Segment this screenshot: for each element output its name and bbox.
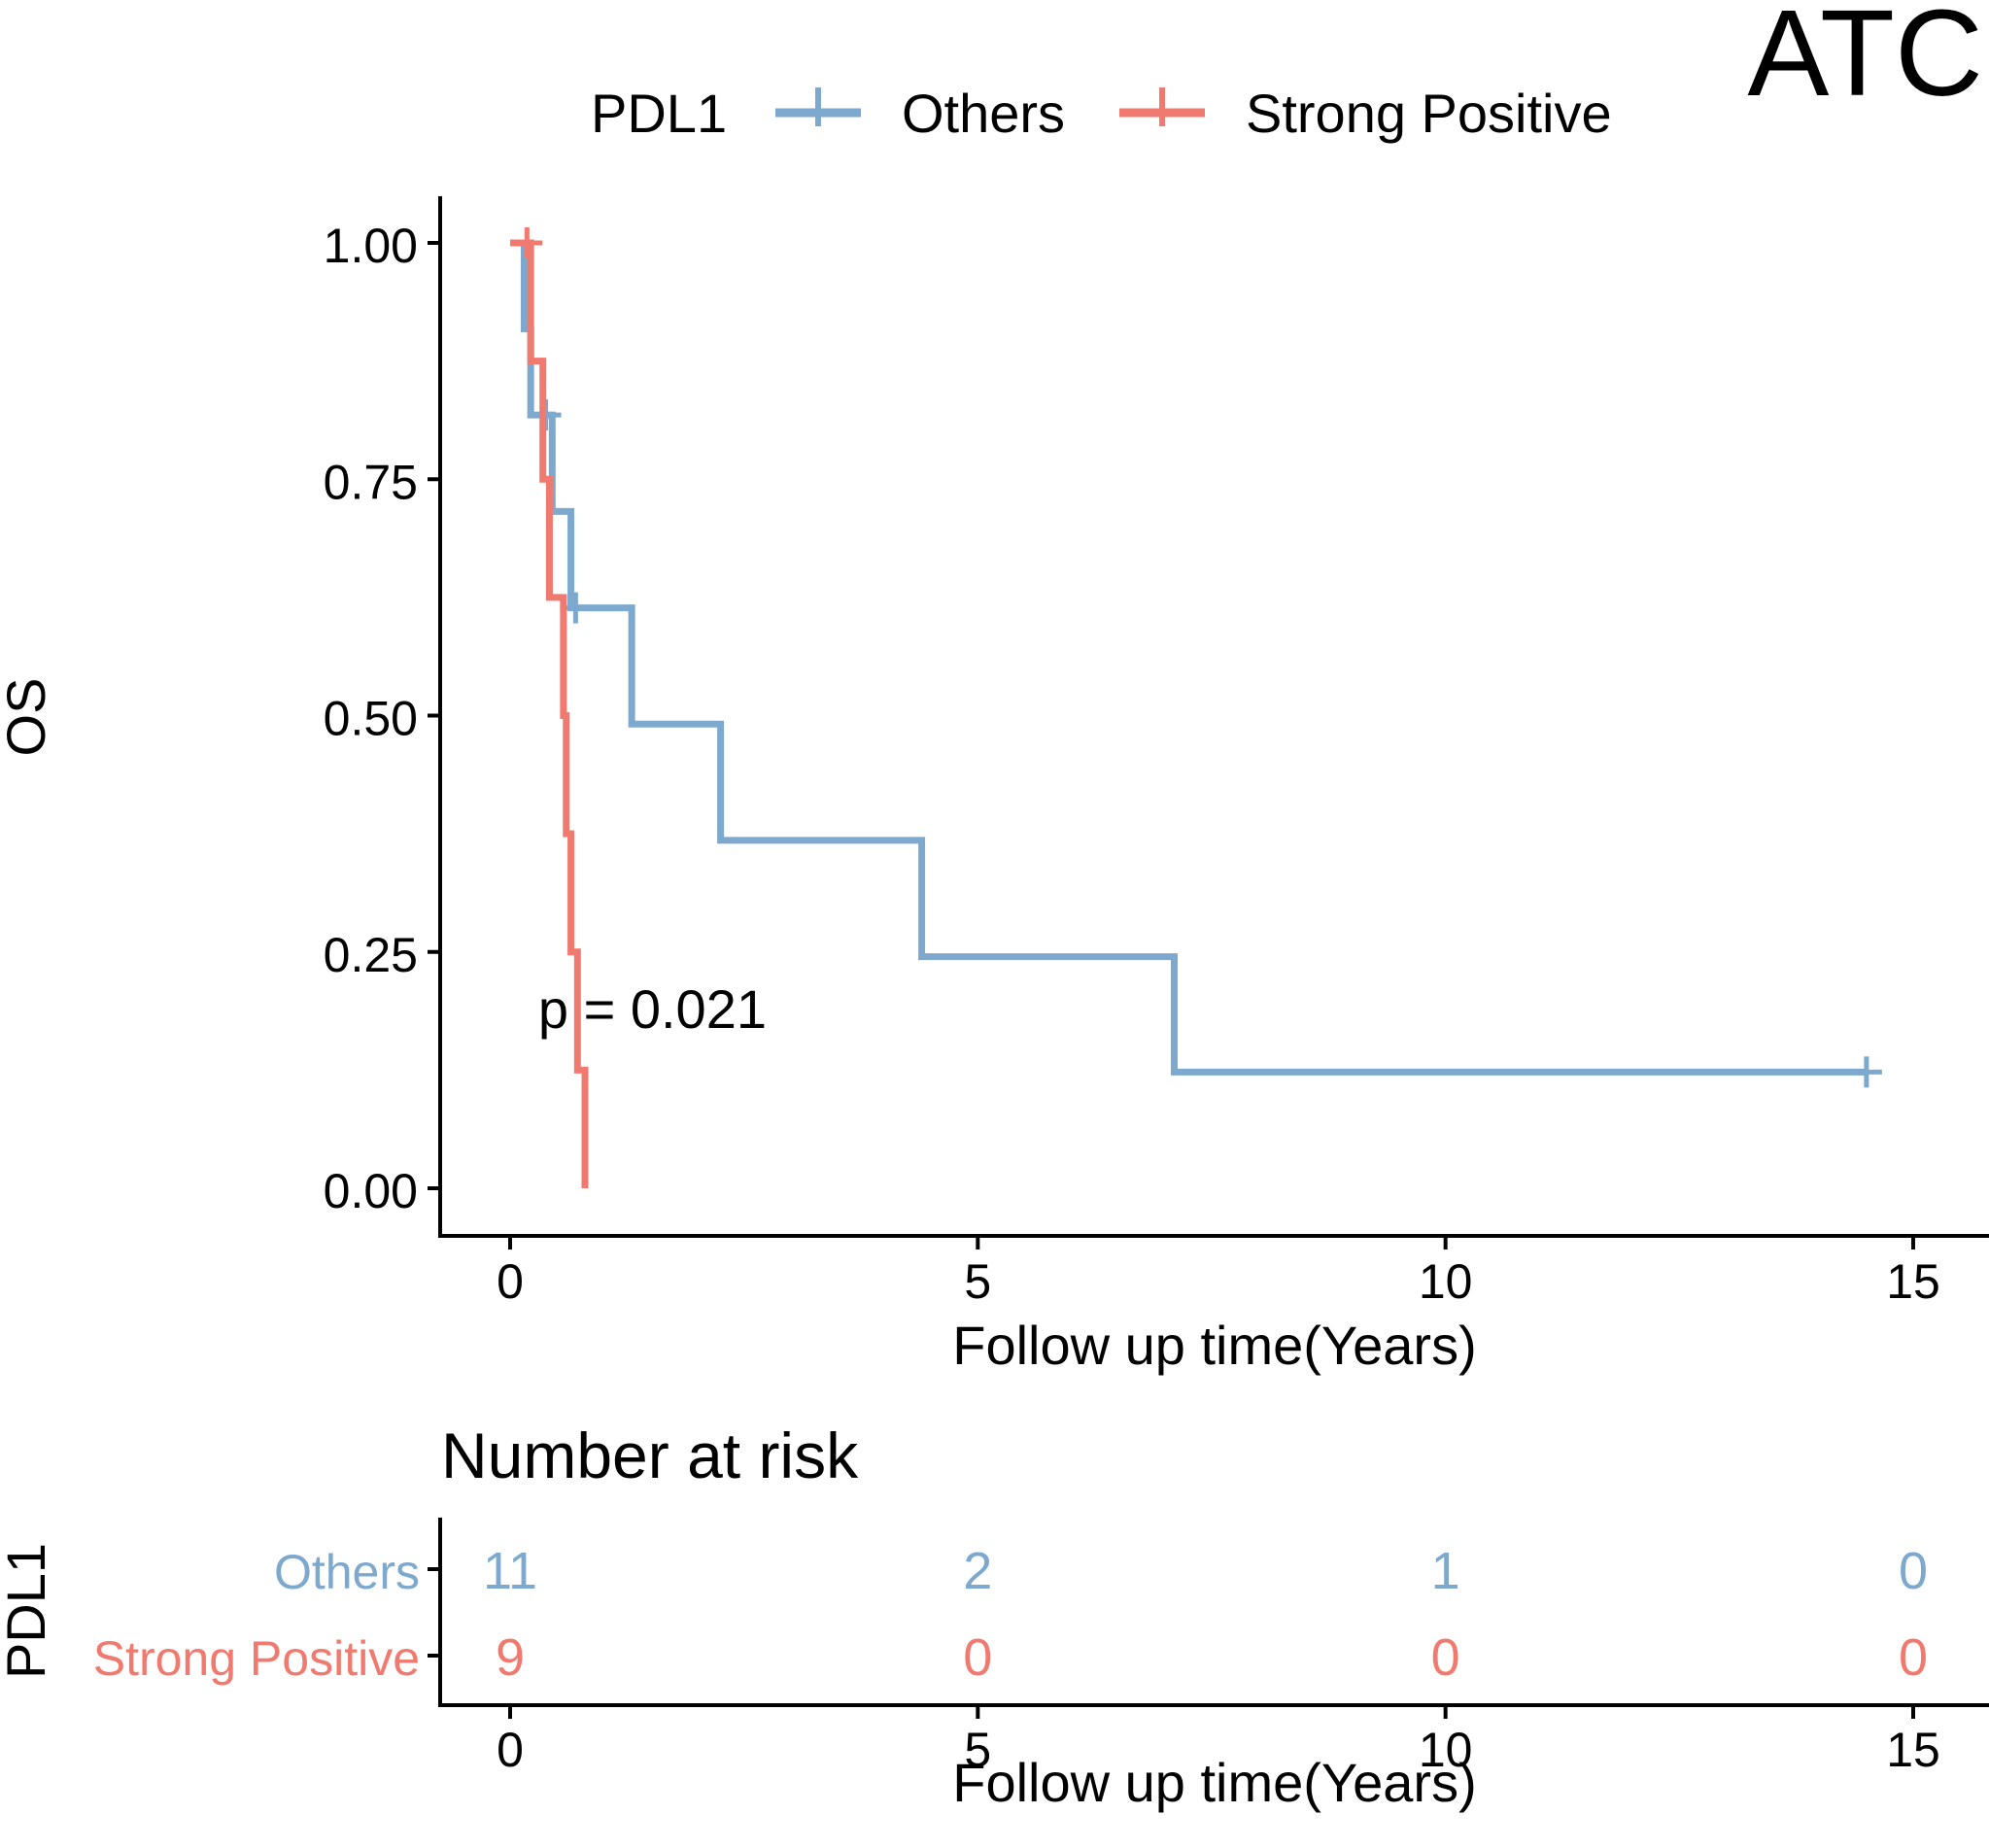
risk-y-axis-title: PDL1 bbox=[0, 1543, 56, 1679]
y-tick-label: 0.00 bbox=[324, 1164, 418, 1218]
y-axis-title: OS bbox=[0, 678, 56, 757]
risk-count: 0 bbox=[963, 1628, 992, 1687]
risk-row-label-strong-positive: Strong Positive bbox=[93, 1631, 420, 1686]
survival-curve-strong-positive bbox=[510, 239, 589, 1188]
risk-x-tick-label: 10 bbox=[1419, 1723, 1473, 1777]
y-tick-label: 1.00 bbox=[324, 219, 418, 273]
legend-label-others: Others bbox=[902, 83, 1065, 144]
x-tick-label: 5 bbox=[964, 1254, 991, 1309]
risk-count: 0 bbox=[1899, 1628, 1928, 1687]
risk-x-tick-label: 0 bbox=[497, 1723, 524, 1777]
legend-key-others bbox=[775, 87, 861, 126]
panel-label: ATC bbox=[1747, 0, 1983, 121]
legend-key-strong-positive bbox=[1119, 87, 1205, 126]
legend: PDL1 Others Strong Positive bbox=[591, 83, 1612, 144]
risk-count: 9 bbox=[496, 1628, 525, 1687]
survival-plot: 0.00 0.25 0.50 0.75 1.00 0 5 10 15 p = 0.021 OS… bbox=[0, 196, 1989, 1376]
y-tick-label: 0.25 bbox=[324, 928, 418, 982]
x-axis-ticks: 0 5 10 15 bbox=[497, 1236, 1940, 1309]
risk-rows: Others 11 2 1 0 Strong Positive 9 0 0 0 bbox=[93, 1542, 1928, 1687]
x-tick-label: 15 bbox=[1886, 1254, 1940, 1309]
y-tick-label: 0.75 bbox=[324, 455, 418, 509]
survival-curves bbox=[510, 227, 1882, 1188]
risk-x-ticks: 0 5 10 15 bbox=[497, 1705, 1940, 1777]
survival-curve-others bbox=[510, 239, 1867, 1076]
y-tick-label: 0.50 bbox=[324, 692, 418, 746]
risk-count: 1 bbox=[1431, 1542, 1460, 1600]
legend-title: PDL1 bbox=[591, 83, 727, 144]
x-tick-label: 10 bbox=[1419, 1254, 1473, 1309]
risk-count: 2 bbox=[963, 1542, 992, 1600]
risk-count: 11 bbox=[483, 1542, 537, 1600]
y-axis-ticks: 0.00 0.25 0.50 0.75 1.00 bbox=[324, 219, 440, 1218]
risk-count: 0 bbox=[1431, 1628, 1460, 1687]
risk-x-axis-title: Follow up time(Years) bbox=[952, 1752, 1476, 1813]
x-tick-label: 0 bbox=[497, 1254, 524, 1309]
risk-row-label-others: Others bbox=[274, 1545, 420, 1599]
legend-label-strong-positive: Strong Positive bbox=[1246, 83, 1612, 144]
risk-x-tick-label: 15 bbox=[1886, 1723, 1940, 1777]
p-value-annotation: p = 0.021 bbox=[538, 978, 767, 1040]
risk-count: 0 bbox=[1899, 1542, 1928, 1600]
risk-table-title: Number at risk bbox=[441, 1420, 859, 1491]
risk-x-tick-label: 5 bbox=[964, 1723, 991, 1777]
x-axis-title: Follow up time(Years) bbox=[952, 1315, 1476, 1376]
